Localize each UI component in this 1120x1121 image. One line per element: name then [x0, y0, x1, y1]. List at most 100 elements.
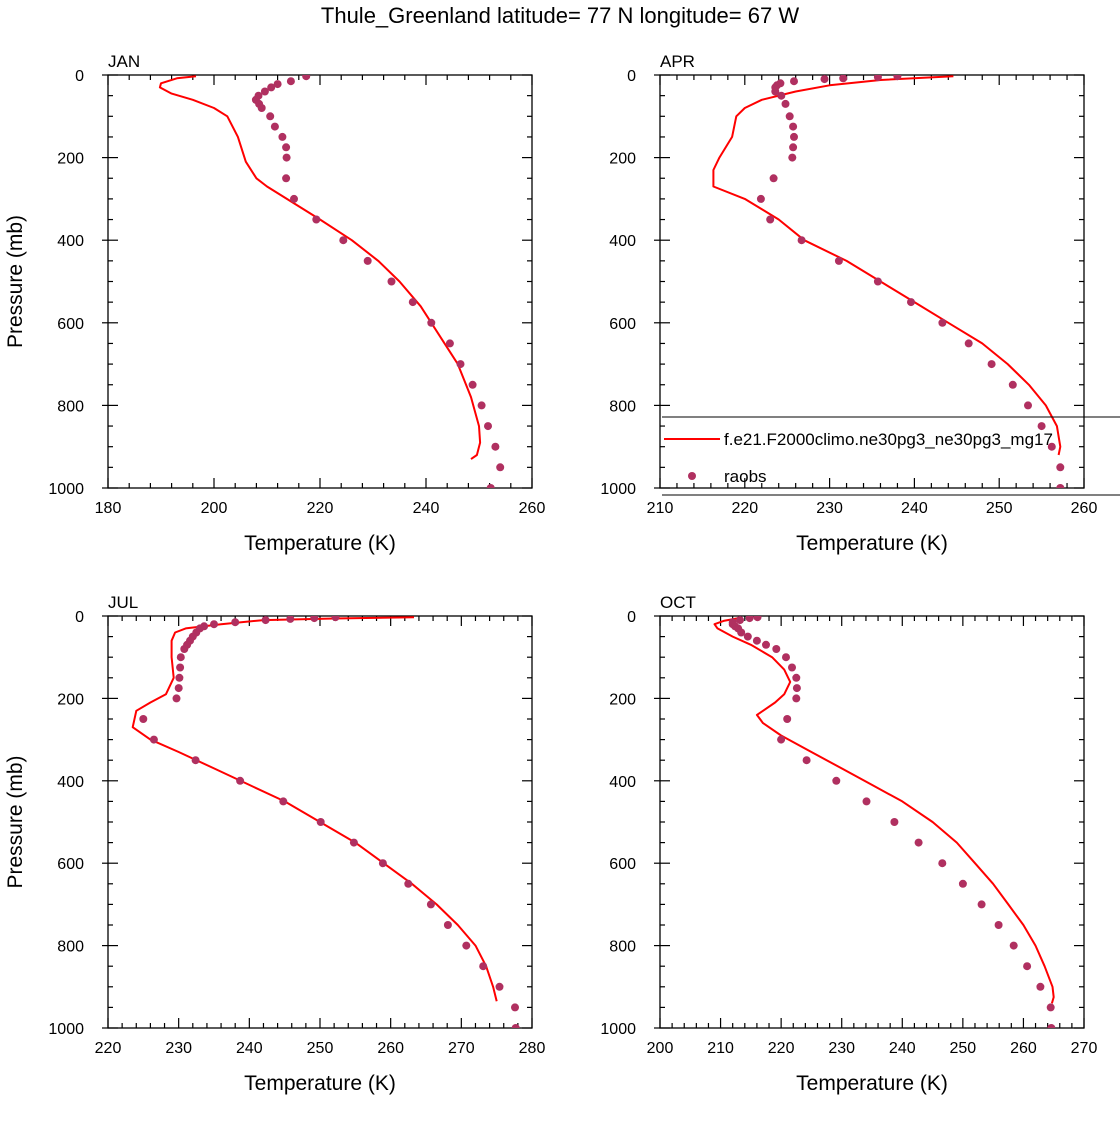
raobs-point	[745, 616, 754, 623]
raobs-point	[378, 859, 387, 868]
y-tick-label: 600	[609, 316, 636, 333]
raobs-point	[862, 797, 871, 806]
raobs-point	[149, 735, 158, 744]
raobs-point	[893, 75, 902, 81]
panels: 180 200 220 240 260 0 200 400 600 800 1000 JAN Tempe…	[4, 52, 1120, 1095]
raobs-point	[172, 694, 181, 703]
raobs-point	[479, 962, 488, 971]
raobs-point	[1047, 442, 1056, 451]
raobs-point	[938, 318, 947, 327]
raobs-point	[797, 236, 806, 245]
x-tick-label: 210	[707, 1040, 734, 1057]
x-tick-label: 210	[647, 500, 674, 517]
raobs-point	[792, 684, 801, 693]
x-tick-label: 250	[307, 1040, 334, 1057]
data-layer	[131, 616, 520, 1028]
raobs-point	[783, 715, 792, 723]
raobs-point	[802, 756, 811, 765]
y-tick-label: 600	[57, 856, 84, 873]
panel-label: JAN	[108, 52, 140, 71]
x-tick-label: 220	[731, 500, 758, 517]
y-tick-label: 400	[57, 233, 84, 250]
raobs-point	[873, 277, 882, 286]
raobs-point	[260, 87, 269, 96]
plot-frame	[659, 615, 1085, 1029]
raobs-point	[445, 339, 454, 348]
legend-marker-swatch	[688, 472, 696, 480]
x-tick-label: 240	[413, 500, 440, 517]
plot-frame	[659, 74, 1085, 489]
raobs-point	[777, 735, 786, 744]
raobs-point	[792, 694, 801, 703]
raobs-point	[349, 838, 358, 847]
raobs-point	[404, 879, 413, 888]
raobs-point	[484, 422, 492, 431]
raobs-point	[316, 818, 325, 826]
y-tick-label: 200	[57, 691, 84, 708]
model-line	[712, 75, 1062, 456]
raobs-point	[756, 194, 765, 203]
raobs-point	[286, 616, 295, 623]
raobs-point	[1036, 982, 1045, 991]
raobs-point	[363, 256, 372, 265]
y-tick-label: 1000	[600, 481, 636, 498]
raobs-point	[1009, 941, 1018, 950]
panel-jul: 220 230 240 250 260 270 280 0 200 400 600 800 1000 JU…	[4, 593, 545, 1095]
raobs-point	[270, 122, 279, 131]
y-tick-label: 200	[609, 151, 636, 168]
raobs-point	[427, 318, 436, 327]
x-tick-label: 220	[307, 500, 334, 517]
y-tick-label: 0	[627, 609, 636, 626]
y-tick-label: 200	[57, 151, 84, 168]
raobs-point	[286, 77, 295, 86]
x-tick-label: 270	[448, 1040, 475, 1057]
data-layer	[713, 616, 1056, 1028]
raobs-point	[987, 360, 996, 369]
raobs-point	[176, 653, 185, 662]
raobs-point	[339, 236, 348, 245]
raobs-point	[139, 715, 148, 723]
legend: f.e21.F2000climo.ne30pg3_ne30pg3_mg17rao…	[662, 416, 1120, 496]
x-axis-label: Temperature (K)	[244, 532, 396, 555]
raobs-point	[1008, 380, 1017, 389]
raobs-point	[1047, 1024, 1056, 1028]
x-tick-label: 200	[647, 1040, 674, 1057]
raobs-point	[789, 122, 798, 131]
y-tick-label: 0	[627, 68, 636, 85]
x-tick-label: 220	[768, 1040, 795, 1057]
raobs-point	[977, 900, 986, 909]
raobs-point	[511, 1003, 519, 1012]
raobs-point	[282, 174, 291, 183]
raobs-point	[462, 941, 471, 950]
y-tick-label: 800	[57, 939, 84, 956]
x-tick-label: 180	[95, 500, 122, 517]
model-line	[131, 616, 498, 1002]
raobs-point	[176, 663, 185, 672]
raobs-point	[1056, 463, 1065, 472]
raobs-point	[820, 75, 829, 84]
raobs-point	[312, 215, 321, 224]
raobs-point	[468, 380, 477, 389]
raobs-point	[491, 442, 500, 451]
y-tick-label: 800	[609, 939, 636, 956]
model-line	[158, 75, 482, 460]
raobs-point	[914, 838, 923, 847]
y-tick-label: 600	[609, 856, 636, 873]
raobs-point	[938, 859, 947, 868]
x-tick-label: 230	[165, 1040, 192, 1057]
raobs-point	[964, 339, 973, 348]
raobs-point	[278, 132, 287, 141]
y-tick-label: 1000	[600, 1021, 636, 1038]
y-axis-label: Pressure (mb)	[4, 755, 27, 888]
panel-label: JUL	[108, 593, 138, 612]
raobs-point	[766, 215, 775, 224]
raobs-point	[753, 616, 762, 622]
panel-oct: 200 210 220 230 240 250 260 270 0 200 400 600 800 100…	[600, 593, 1097, 1095]
raobs-point	[210, 620, 218, 629]
y-tick-label: 800	[609, 398, 636, 415]
model-line	[713, 617, 1055, 1004]
data-layer	[712, 75, 1065, 488]
x-tick-label: 260	[519, 500, 546, 517]
x-tick-label: 260	[1010, 1040, 1037, 1057]
raobs-point	[790, 77, 798, 86]
